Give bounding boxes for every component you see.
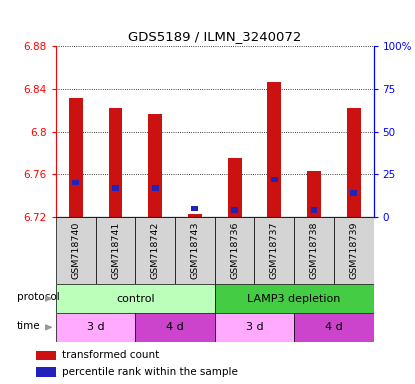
Bar <box>36 351 56 360</box>
FancyBboxPatch shape <box>294 313 374 342</box>
FancyBboxPatch shape <box>215 284 374 313</box>
Bar <box>191 206 198 211</box>
Text: GSM718737: GSM718737 <box>270 222 279 279</box>
Text: GSM718743: GSM718743 <box>190 222 200 279</box>
Bar <box>267 83 281 217</box>
Text: 3 d: 3 d <box>87 322 105 333</box>
Bar <box>307 171 321 217</box>
Text: control: control <box>116 293 155 304</box>
FancyBboxPatch shape <box>96 217 135 284</box>
FancyBboxPatch shape <box>254 217 294 284</box>
Text: transformed count: transformed count <box>62 350 159 360</box>
Bar <box>148 114 162 217</box>
FancyBboxPatch shape <box>215 217 254 284</box>
Bar <box>350 190 357 196</box>
FancyBboxPatch shape <box>135 217 175 284</box>
FancyBboxPatch shape <box>56 217 96 284</box>
Text: GSM718741: GSM718741 <box>111 222 120 279</box>
Bar <box>109 108 122 217</box>
FancyBboxPatch shape <box>334 217 374 284</box>
Text: GSM718738: GSM718738 <box>310 222 318 279</box>
FancyBboxPatch shape <box>135 313 215 342</box>
FancyBboxPatch shape <box>215 313 294 342</box>
Text: time: time <box>17 321 40 331</box>
Text: protocol: protocol <box>17 292 60 302</box>
Bar <box>228 158 242 217</box>
Bar <box>188 214 202 217</box>
Text: percentile rank within the sample: percentile rank within the sample <box>62 367 238 377</box>
Bar <box>271 177 278 182</box>
Bar <box>69 98 83 217</box>
Text: GSM718736: GSM718736 <box>230 222 239 279</box>
Title: GDS5189 / ILMN_3240072: GDS5189 / ILMN_3240072 <box>128 30 301 43</box>
Text: GSM718739: GSM718739 <box>349 222 358 279</box>
Text: 4 d: 4 d <box>325 322 343 333</box>
Bar <box>231 207 238 213</box>
Bar <box>347 108 361 217</box>
Bar <box>112 185 119 190</box>
FancyBboxPatch shape <box>175 217 215 284</box>
Text: GSM718742: GSM718742 <box>151 222 160 279</box>
Text: 3 d: 3 d <box>246 322 263 333</box>
FancyBboxPatch shape <box>56 313 135 342</box>
Bar <box>72 180 79 185</box>
Text: LAMP3 depletion: LAMP3 depletion <box>247 293 341 304</box>
Bar <box>152 185 159 190</box>
Bar <box>36 367 56 376</box>
FancyBboxPatch shape <box>294 217 334 284</box>
Text: 4 d: 4 d <box>166 322 184 333</box>
Bar <box>310 207 317 213</box>
FancyBboxPatch shape <box>56 284 215 313</box>
Text: GSM718740: GSM718740 <box>71 222 81 279</box>
